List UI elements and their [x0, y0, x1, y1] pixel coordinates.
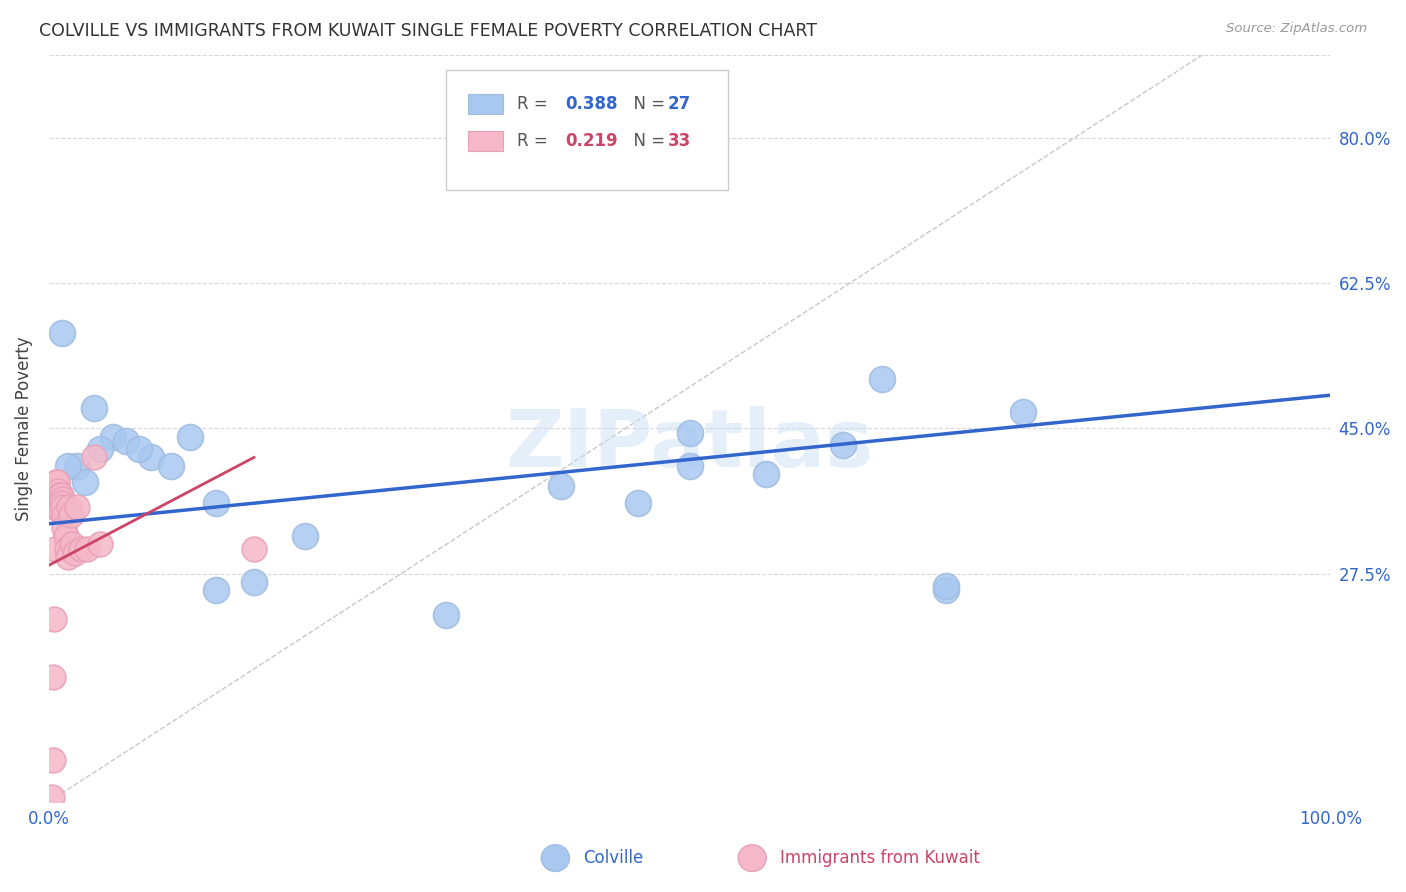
Point	[44, 541, 66, 556]
Point	[141, 450, 163, 465]
Point	[66, 500, 89, 515]
Point	[1011, 405, 1033, 419]
Text: 33: 33	[668, 132, 690, 150]
FancyBboxPatch shape	[468, 131, 502, 151]
FancyBboxPatch shape	[446, 70, 728, 189]
Point	[66, 458, 89, 473]
Point	[832, 438, 855, 452]
Point	[89, 537, 111, 551]
Text: N =: N =	[623, 95, 671, 112]
Point	[45, 475, 67, 490]
Point	[294, 529, 316, 543]
Text: Colville: Colville	[583, 849, 644, 867]
Text: 0.219: 0.219	[565, 132, 617, 150]
Point	[159, 458, 181, 473]
Point	[49, 504, 72, 518]
Point	[46, 475, 69, 490]
Point	[56, 541, 79, 556]
Point	[45, 475, 67, 490]
Text: N =: N =	[623, 132, 671, 150]
Text: R =: R =	[516, 132, 553, 150]
Point	[51, 326, 73, 340]
Point	[48, 488, 70, 502]
Point	[115, 434, 138, 448]
Point	[243, 574, 266, 589]
Point	[55, 529, 77, 543]
Point	[627, 496, 650, 510]
Point	[434, 607, 457, 622]
Point	[41, 790, 63, 805]
Point	[935, 583, 957, 598]
Point	[179, 430, 201, 444]
Point	[243, 541, 266, 556]
Point	[52, 508, 75, 523]
Point	[678, 458, 700, 473]
Point	[678, 425, 700, 440]
Point	[128, 442, 150, 456]
Point	[52, 500, 75, 515]
Point	[76, 541, 98, 556]
Text: Immigrants from Kuwait: Immigrants from Kuwait	[780, 849, 980, 867]
Point	[51, 496, 73, 510]
Point	[70, 541, 93, 556]
Text: ZIPatlas: ZIPatlas	[505, 406, 873, 484]
Point	[49, 504, 72, 518]
Point	[550, 479, 572, 493]
Point	[204, 496, 226, 510]
Point	[83, 401, 105, 415]
Point	[56, 549, 79, 564]
Point	[73, 475, 96, 490]
Point	[204, 583, 226, 598]
Point	[44, 500, 66, 515]
Point	[49, 488, 72, 502]
Point	[63, 546, 86, 560]
Text: COLVILLE VS IMMIGRANTS FROM KUWAIT SINGLE FEMALE POVERTY CORRELATION CHART: COLVILLE VS IMMIGRANTS FROM KUWAIT SINGL…	[39, 22, 817, 40]
Text: R =: R =	[516, 95, 553, 112]
Text: Source: ZipAtlas.com: Source: ZipAtlas.com	[1226, 22, 1367, 36]
Point	[58, 500, 80, 515]
Y-axis label: Single Female Poverty: Single Female Poverty	[15, 336, 32, 521]
Point	[42, 670, 65, 684]
Point	[755, 467, 778, 481]
Point	[89, 442, 111, 456]
Point	[42, 612, 65, 626]
Point	[59, 508, 82, 523]
Text: 0.388: 0.388	[565, 95, 617, 112]
Point	[42, 753, 65, 767]
Point	[53, 521, 76, 535]
FancyBboxPatch shape	[468, 94, 502, 114]
Point	[46, 483, 69, 498]
Point	[51, 491, 73, 506]
Point	[935, 579, 957, 593]
Text: 27: 27	[668, 95, 690, 112]
Point	[48, 496, 70, 510]
Point	[83, 450, 105, 465]
Point	[101, 430, 124, 444]
Point	[870, 371, 893, 385]
Point	[56, 458, 79, 473]
Point	[60, 537, 83, 551]
